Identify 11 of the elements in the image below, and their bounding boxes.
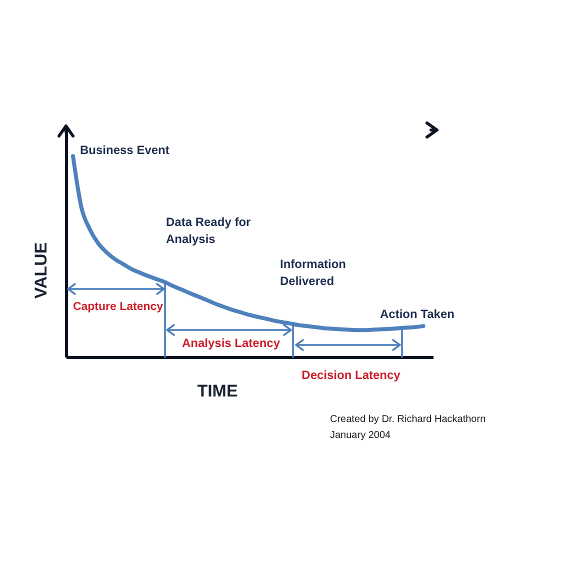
x-axis-title: TIME bbox=[197, 382, 238, 400]
text: January 2004 bbox=[330, 430, 392, 441]
annotation: Data Ready for Analysis bbox=[166, 215, 252, 246]
annotation: Analysis Latency bbox=[182, 336, 280, 350]
annotation: Action Taken bbox=[380, 307, 454, 321]
y-axis-title: VALUE bbox=[32, 242, 50, 299]
text: Decision Latency bbox=[302, 368, 401, 382]
annotation: Information Delivered bbox=[280, 257, 346, 288]
annotation: Capture Latency bbox=[72, 301, 164, 313]
text: Created by Dr. Richard Hackathorn bbox=[330, 414, 486, 425]
annotation: Business Event bbox=[80, 143, 170, 157]
